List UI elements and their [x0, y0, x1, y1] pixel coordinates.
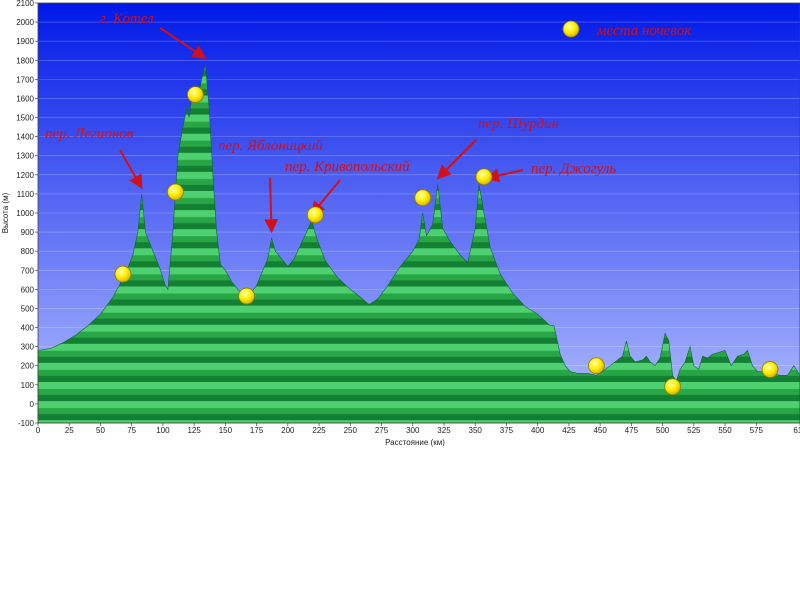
x-tick-label: 100: [156, 426, 170, 435]
x-tick-label: 75: [127, 426, 136, 435]
annotation-label-legionov: пер. Легионов: [45, 126, 134, 142]
y-tick-label: -100: [18, 419, 35, 428]
campsite-marker: [186, 86, 204, 104]
campsite-marker: [587, 357, 605, 375]
x-tick-label: 525: [687, 426, 701, 435]
campsite-marker: [664, 378, 681, 396]
x-tick-label: 375: [500, 426, 514, 435]
legend-label: места ночевок: [596, 23, 692, 39]
x-tick-label: 200: [281, 426, 295, 435]
campsite-marker: [238, 287, 256, 305]
y-tick-label: 600: [21, 285, 35, 294]
y-tick-label: 2100: [16, 0, 34, 8]
annotation-arrow: [119, 149, 143, 190]
x-tick-label: 125: [187, 426, 201, 435]
x-tick-label: 275: [375, 426, 389, 435]
y-tick-label: 1400: [16, 133, 34, 142]
y-tick-label: 400: [21, 324, 35, 333]
y-tick-label: 300: [21, 343, 35, 352]
x-tick-label: 550: [718, 426, 732, 435]
x-tick-label: 300: [406, 426, 420, 435]
y-tick-label: 1100: [17, 190, 35, 199]
x-tick-label: 0: [36, 426, 41, 435]
x-tick-label: 225: [312, 426, 326, 435]
x-tick-label: 610: [793, 426, 800, 435]
y-tick-label: 1700: [16, 75, 34, 84]
campsite-marker: [761, 361, 779, 378]
x-tick-label: 50: [96, 426, 105, 435]
annotation-arrow: [264, 177, 279, 234]
x-tick-label: 500: [656, 426, 670, 435]
x-tick-label: 575: [750, 426, 764, 435]
y-tick-label: 0: [30, 400, 35, 409]
annotation-label-kotel: г. Котел: [100, 11, 154, 27]
y-tick-label: 1000: [16, 209, 34, 218]
y-tick-label: 900: [21, 228, 35, 237]
annotation-arrow: [485, 168, 524, 183]
x-tick-label: 175: [250, 426, 264, 435]
annotation-label-yablonitsky: пер. Яблоницкий: [218, 138, 323, 154]
annotation-arrow: [436, 139, 477, 180]
x-tick-label: 350: [469, 426, 483, 435]
y-tick-label: 800: [21, 247, 35, 256]
annotation-label-shurdin: пер. Шурдин: [478, 116, 559, 132]
annotation-label-krivopolsky: пер. Кривопольский: [285, 159, 410, 175]
y-tick-label: 100: [21, 381, 35, 390]
x-tick-label: 400: [531, 426, 545, 435]
y-axis-ticks: -100 0 100 200 300 400 500 600 700 800 900 1000 1100…: [16, 0, 38, 428]
y-tick-label: 1800: [16, 56, 34, 65]
x-axis-title: Расстояние (км): [385, 438, 445, 447]
campsite-marker: [306, 206, 324, 224]
annotation-label-dzhogul: пер. Джогуль: [531, 161, 616, 177]
x-tick-label: 325: [437, 426, 451, 435]
y-tick-label: 500: [21, 304, 35, 313]
x-tick-label: 250: [344, 426, 358, 435]
x-tick-label: 25: [65, 426, 74, 435]
y-tick-label: 1300: [16, 152, 34, 161]
elevation-area: [37, 64, 800, 424]
legend-marker: [562, 20, 580, 38]
y-axis-title: Высота (м): [1, 192, 10, 233]
y-tick-label: 1900: [16, 37, 34, 46]
x-tick-label: 150: [219, 426, 233, 435]
y-tick-label: 1600: [16, 94, 34, 103]
campsite-marker: [167, 183, 184, 201]
y-tick-label: 2000: [16, 18, 34, 27]
annotation-arrow: [159, 27, 207, 59]
x-tick-label: 450: [593, 426, 607, 435]
y-tick-label: 200: [21, 362, 35, 371]
campsite-markers: [114, 86, 779, 396]
x-tick-label: 425: [562, 426, 576, 435]
y-tick-label: 1500: [16, 114, 34, 123]
y-tick-label: 700: [21, 266, 35, 275]
y-tick-label: 1200: [16, 171, 34, 180]
legend: места ночевок: [562, 20, 692, 39]
x-axis-ticks: 0 25 50 75 100 125 150 175 200 225 250 275 300 325 350…: [36, 423, 800, 435]
campsite-marker: [414, 189, 432, 207]
x-tick-label: 475: [625, 426, 639, 435]
pass-annotations: г. Котел пер. Легионов пер. Яблоницкий пер.…: [45, 11, 616, 234]
campsite-marker: [475, 168, 493, 186]
campsite-marker: [114, 265, 132, 283]
